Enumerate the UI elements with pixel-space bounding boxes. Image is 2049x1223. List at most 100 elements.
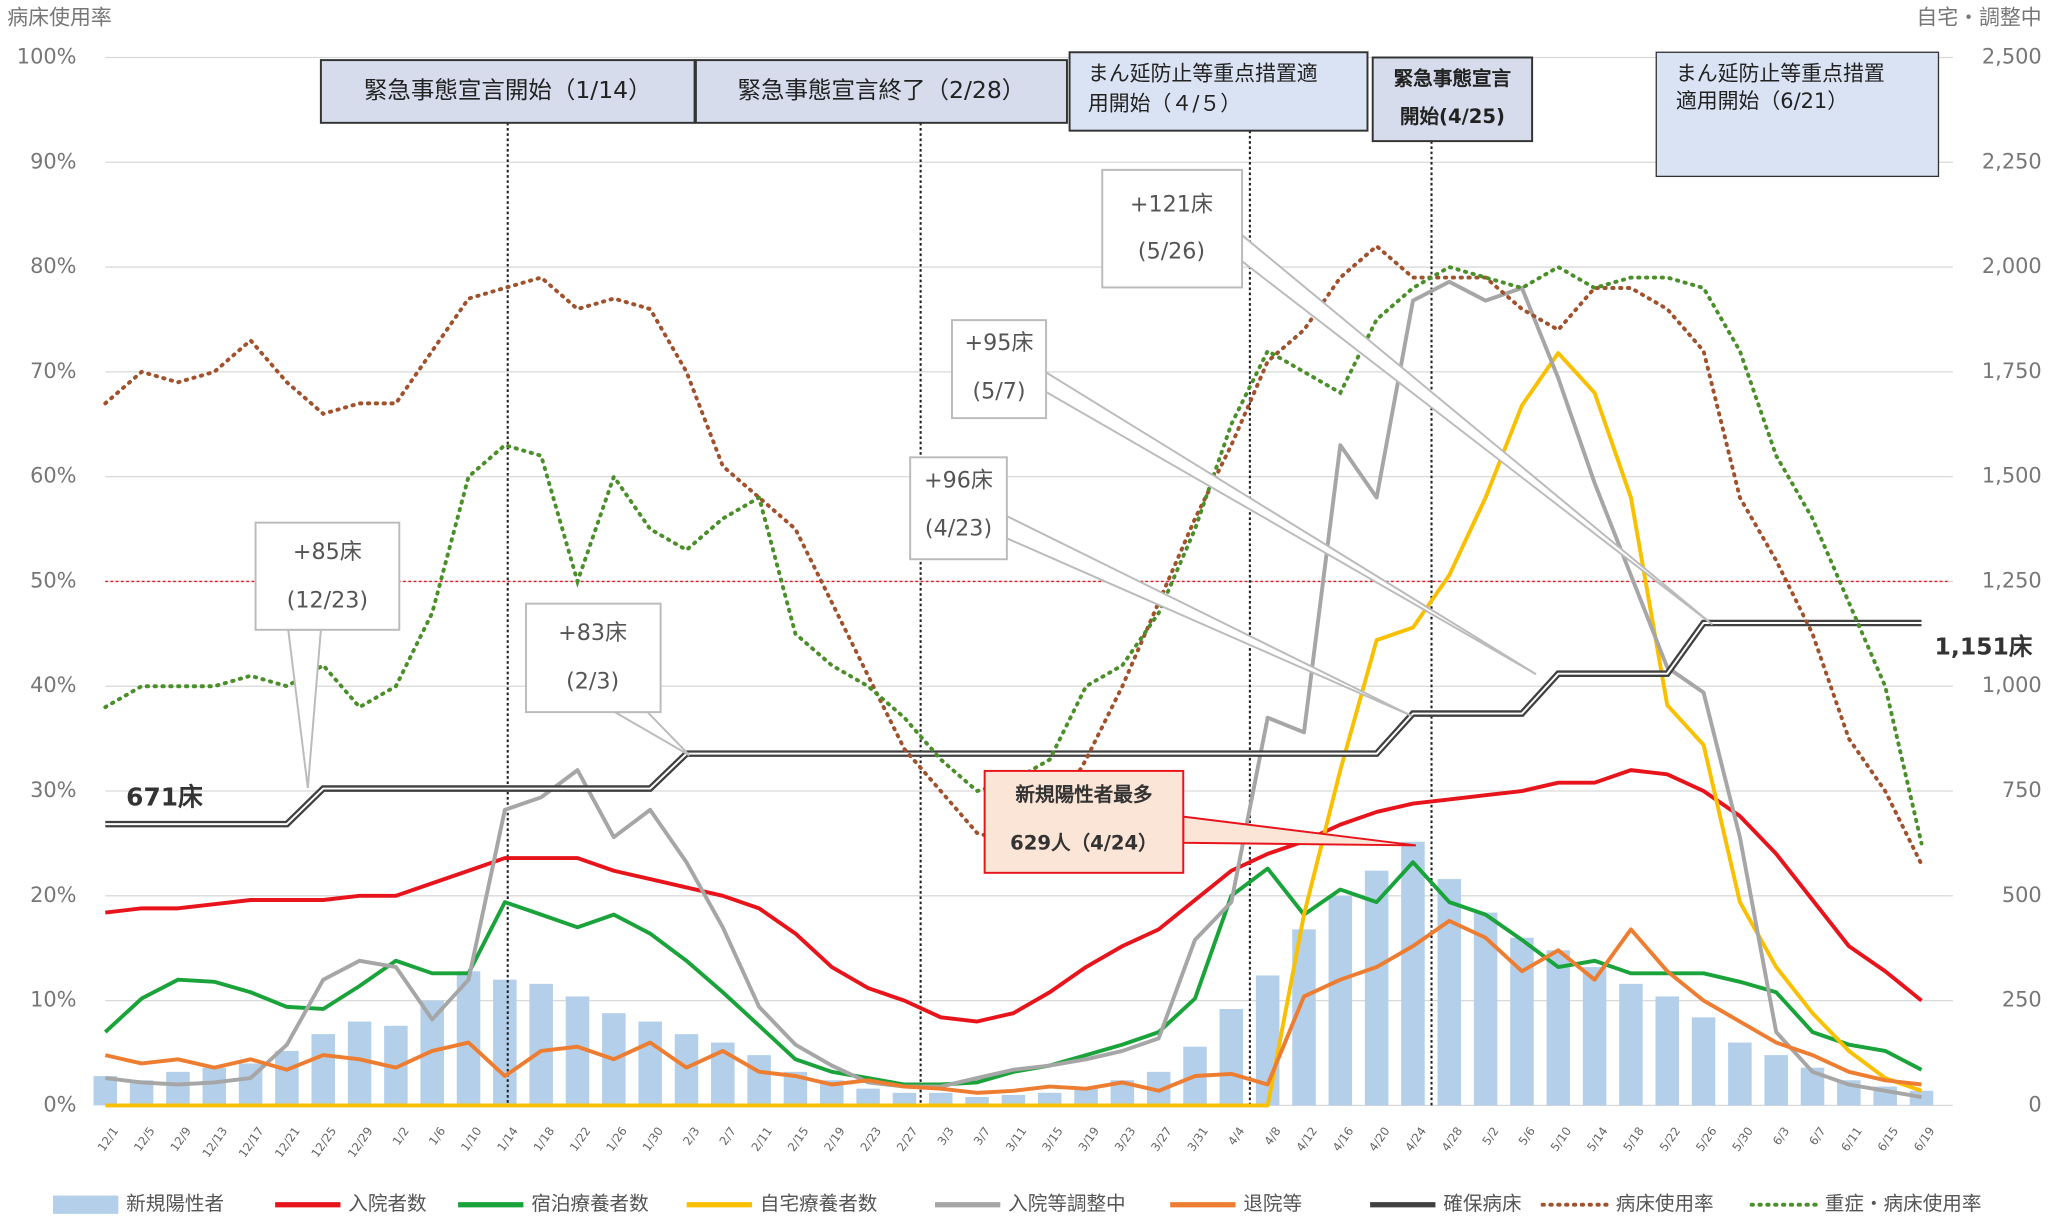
annotation: まん延防止等重点措置 bbox=[1676, 61, 1885, 85]
callout-box bbox=[254, 521, 401, 631]
annotation: まん延防止等重点措置適 bbox=[1088, 61, 1318, 85]
x-tick-label: 4/8 bbox=[1261, 1124, 1283, 1148]
x-tick-label: 5/18 bbox=[1620, 1124, 1647, 1154]
legend-swatch bbox=[53, 1195, 119, 1214]
bar bbox=[965, 1097, 989, 1106]
callout-text: (5/26) bbox=[1138, 239, 1205, 265]
x-tick-label: 3/19 bbox=[1075, 1124, 1102, 1154]
bar bbox=[166, 1071, 190, 1106]
bar bbox=[1001, 1094, 1026, 1106]
callout-text: (5/7) bbox=[972, 378, 1025, 404]
x-tick-label: 3/31 bbox=[1184, 1124, 1211, 1154]
x-tick-label: 3/7 bbox=[971, 1124, 993, 1148]
x-tick-label: 1/18 bbox=[531, 1124, 558, 1154]
bar bbox=[1401, 841, 1425, 1106]
y2-tick-label: 2,250 bbox=[1982, 149, 2042, 173]
callout-box bbox=[983, 769, 1185, 874]
y2-tick-label: 1,250 bbox=[1982, 568, 2042, 592]
x-tick-label: 4/4 bbox=[1225, 1124, 1247, 1148]
y2-axis-title: 自宅・調整中 bbox=[1916, 5, 2041, 29]
y-tick-label: 100% bbox=[17, 44, 77, 68]
annotation: 開始(4/25) bbox=[1400, 105, 1505, 128]
bar bbox=[856, 1088, 880, 1106]
x-tick-label: 4/16 bbox=[1330, 1124, 1357, 1154]
bar bbox=[129, 1080, 154, 1106]
x-tick-label: 1/2 bbox=[390, 1124, 412, 1148]
series-line bbox=[105, 279, 1922, 1099]
x-tick-label: 1/22 bbox=[567, 1124, 594, 1154]
callout-text: +121床 bbox=[1130, 192, 1213, 218]
legend-label: 入院等調整中 bbox=[1008, 1192, 1125, 1215]
callout-text: +96床 bbox=[924, 467, 993, 493]
bar bbox=[1473, 912, 1498, 1106]
y-tick-label: 20% bbox=[30, 883, 76, 907]
y2-tick-label: 2,000 bbox=[1982, 254, 2042, 278]
x-tick-label: 1/30 bbox=[640, 1124, 667, 1154]
x-tick-label: 1/10 bbox=[458, 1124, 485, 1154]
x-tick-label: 3/3 bbox=[934, 1124, 956, 1148]
bar bbox=[820, 1080, 844, 1106]
legend-label: 病床使用率 bbox=[1616, 1192, 1714, 1215]
series-line bbox=[104, 918, 1922, 1095]
x-tick-label: 2/11 bbox=[749, 1124, 776, 1154]
legend-label: 自宅療養者数 bbox=[760, 1192, 878, 1215]
legend: 新規陽性者 入院者数 宿泊療養者数 自宅療養者数 入院等調整中 退院等 確保病床 病床使用率 重… bbox=[53, 1192, 1981, 1215]
y2-tick-label: 0 bbox=[2028, 1092, 2041, 1116]
x-tick-label: 3/15 bbox=[1039, 1124, 1066, 1154]
bar bbox=[311, 1034, 335, 1106]
x-tick-label: 1/26 bbox=[603, 1124, 630, 1154]
callout-text: 新規陽性者最多 bbox=[1015, 783, 1152, 806]
x-tick-label: 12/1 bbox=[95, 1124, 122, 1154]
bar bbox=[529, 983, 553, 1106]
x-tick-label: 12/29 bbox=[345, 1124, 376, 1160]
legend-label: 確保病床 bbox=[1443, 1192, 1521, 1215]
y2-tick-label: 1,500 bbox=[1982, 464, 2042, 488]
legend-label: 宿泊療養者数 bbox=[531, 1192, 649, 1215]
y2-tick-label: 2,500 bbox=[1982, 44, 2042, 68]
bar bbox=[1909, 1090, 1934, 1106]
bar bbox=[1037, 1092, 1062, 1106]
y2-tick-label: 1,000 bbox=[1982, 673, 2042, 697]
x-tick-label: 3/27 bbox=[1148, 1124, 1175, 1154]
bar bbox=[1691, 1017, 1716, 1106]
callout-box bbox=[525, 602, 662, 714]
x-tick-label: 2/19 bbox=[821, 1124, 848, 1154]
series-line bbox=[105, 768, 1923, 1024]
series-line bbox=[105, 622, 1922, 826]
legend-label: 新規陽性者 bbox=[126, 1192, 224, 1215]
callout-pointer bbox=[611, 711, 691, 757]
callout-pointer bbox=[287, 628, 322, 789]
bar bbox=[1292, 929, 1316, 1106]
x-tick-label: 2/27 bbox=[894, 1124, 921, 1154]
x-tick-label: 5/6 bbox=[1516, 1124, 1538, 1148]
series-line bbox=[103, 860, 1923, 1087]
bar bbox=[674, 1034, 699, 1106]
y-tick-label: 90% bbox=[30, 149, 76, 173]
x-tick-label: 2/3 bbox=[680, 1124, 702, 1148]
y-tick-label: 40% bbox=[30, 673, 76, 697]
x-tick-label: 5/26 bbox=[1693, 1124, 1720, 1154]
bar bbox=[1219, 1008, 1244, 1106]
annotation: 用開始（４/５） bbox=[1088, 92, 1241, 116]
x-tick-label: 5/14 bbox=[1584, 1124, 1611, 1154]
bar bbox=[1655, 996, 1679, 1106]
x-tick-label: 12/5 bbox=[131, 1124, 158, 1154]
x-tick-label: 5/30 bbox=[1729, 1124, 1756, 1154]
x-tick-label: 4/12 bbox=[1293, 1124, 1320, 1154]
x-tick-label: 3/23 bbox=[1112, 1124, 1139, 1154]
bar bbox=[1074, 1088, 1098, 1106]
bar bbox=[892, 1092, 917, 1106]
y-tick-label: 30% bbox=[30, 778, 76, 802]
callout-box bbox=[951, 319, 1048, 420]
callout-text: (4/23) bbox=[925, 516, 992, 542]
bar bbox=[1764, 1055, 1788, 1106]
value-label: 1,151床 bbox=[1935, 633, 2033, 661]
annotations: 緊急事態宣言開始（1/14） 緊急事態宣言終了（2/28） まん延防止等重点措置… bbox=[126, 51, 2033, 874]
y-tick-label: 60% bbox=[30, 464, 76, 488]
bar bbox=[202, 1067, 227, 1106]
x-tick-label: 4/20 bbox=[1366, 1124, 1393, 1154]
x-tick-label: 12/21 bbox=[272, 1124, 303, 1160]
x-tick-label: 4/24 bbox=[1402, 1124, 1429, 1154]
annotation-box bbox=[1371, 56, 1534, 143]
